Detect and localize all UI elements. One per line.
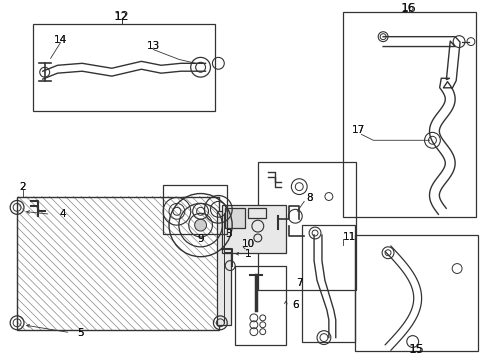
Text: 1: 1 <box>244 249 251 259</box>
Bar <box>225 208 244 228</box>
Bar <box>163 185 227 234</box>
Text: 16: 16 <box>401 3 414 13</box>
Bar <box>247 208 265 218</box>
Text: 4: 4 <box>59 209 66 219</box>
Text: 13: 13 <box>146 41 160 50</box>
Bar <box>33 24 215 111</box>
Text: 17: 17 <box>351 125 365 135</box>
Bar <box>217 211 231 325</box>
Text: 7: 7 <box>295 278 302 288</box>
Text: 2: 2 <box>20 182 26 192</box>
Text: 15: 15 <box>408 343 424 356</box>
Text: 16: 16 <box>400 1 416 14</box>
Text: 6: 6 <box>291 300 298 310</box>
Text: 9: 9 <box>197 234 203 244</box>
Text: 11: 11 <box>342 232 355 242</box>
Text: 15: 15 <box>409 345 423 355</box>
Text: 8: 8 <box>305 193 312 203</box>
Text: 14: 14 <box>54 35 67 45</box>
Bar <box>235 266 286 345</box>
Bar <box>354 235 477 351</box>
Circle shape <box>194 219 206 231</box>
Text: 4: 4 <box>59 209 66 219</box>
Text: 3: 3 <box>224 229 231 239</box>
Text: 1: 1 <box>244 249 251 259</box>
Text: 12: 12 <box>114 10 129 23</box>
Text: 9: 9 <box>197 234 203 244</box>
Text: 5: 5 <box>77 328 83 338</box>
Text: 7: 7 <box>295 278 302 288</box>
Text: 17: 17 <box>351 125 365 135</box>
Text: 3: 3 <box>224 229 231 239</box>
Text: 12: 12 <box>115 12 128 22</box>
Bar <box>222 206 286 253</box>
Text: 5: 5 <box>77 328 83 338</box>
Text: 10: 10 <box>241 239 254 249</box>
Bar <box>342 12 475 217</box>
Text: 10: 10 <box>241 239 254 249</box>
Bar <box>257 162 356 290</box>
Text: 2: 2 <box>20 182 26 192</box>
Text: 13: 13 <box>146 41 160 50</box>
Text: 11: 11 <box>342 232 355 242</box>
Text: 8: 8 <box>305 193 312 203</box>
Text: 6: 6 <box>291 300 298 310</box>
Text: 14: 14 <box>54 35 67 45</box>
Bar <box>302 225 355 342</box>
Bar <box>17 197 219 330</box>
